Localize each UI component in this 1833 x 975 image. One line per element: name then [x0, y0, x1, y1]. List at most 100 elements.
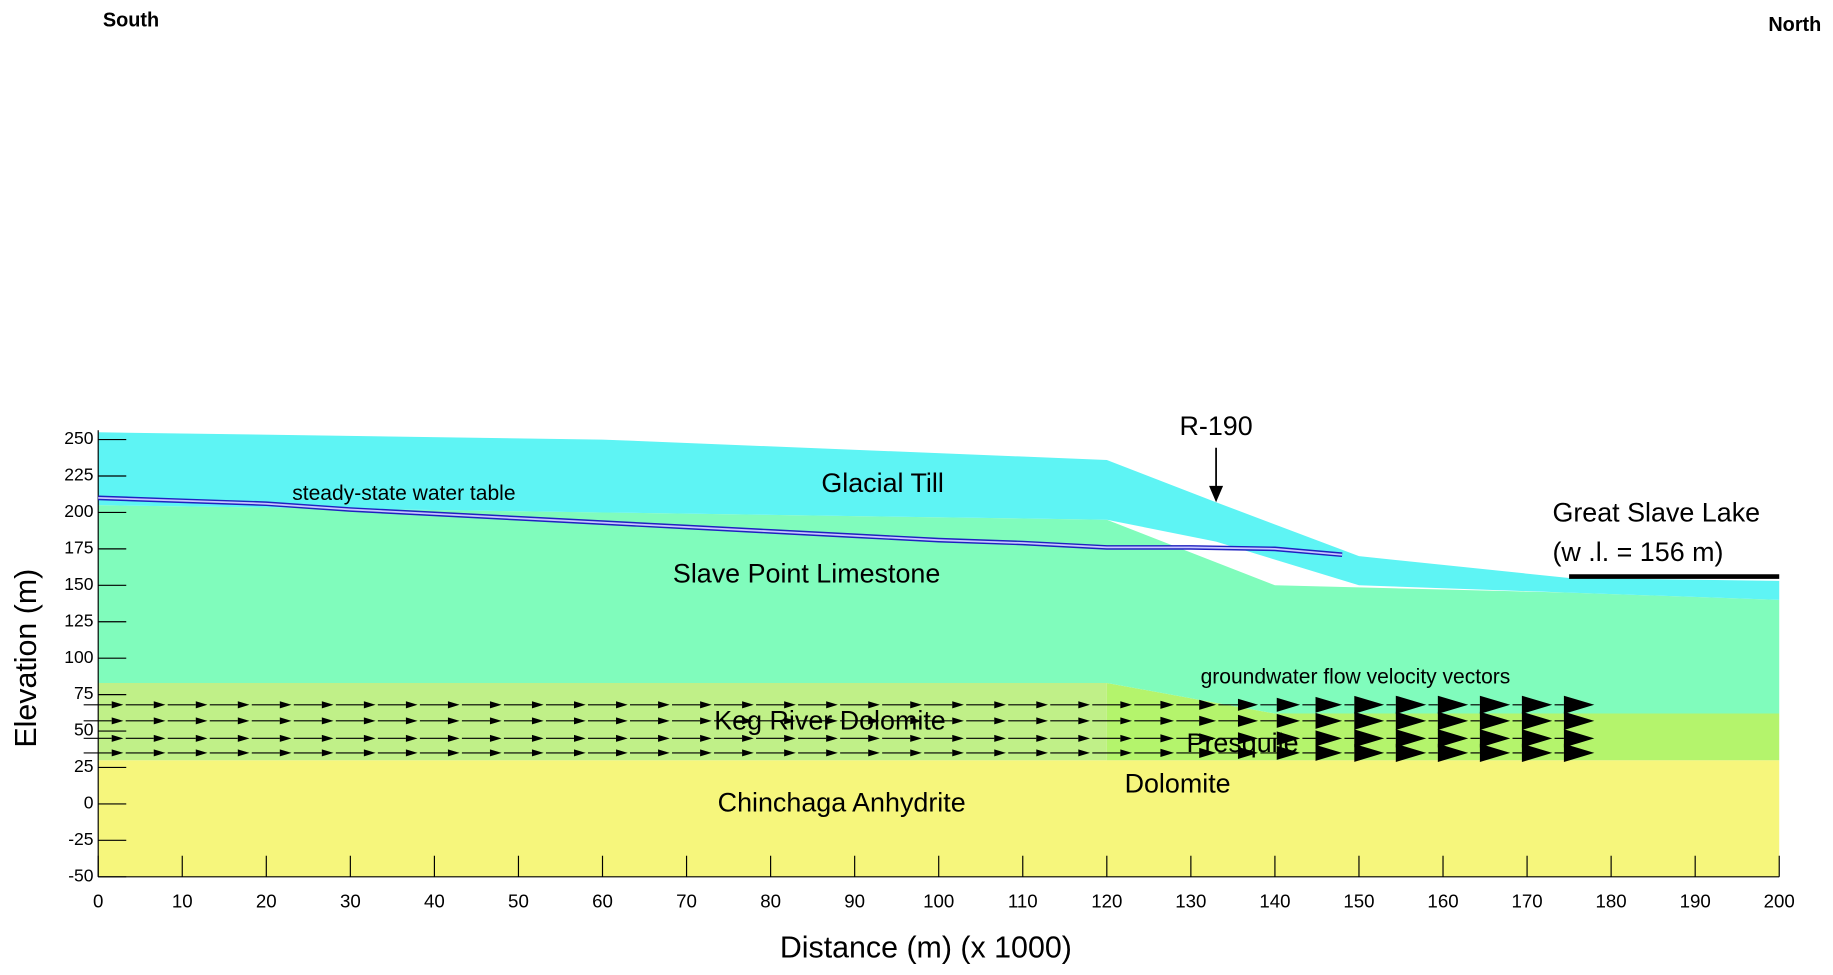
- y-tick-label: 25: [74, 756, 93, 776]
- vector: [531, 701, 544, 709]
- vector: [742, 701, 754, 709]
- vector: [952, 717, 964, 725]
- vector: [237, 734, 250, 742]
- y-tick-label: 175: [64, 537, 93, 557]
- vector: [658, 749, 670, 757]
- direction-left: South: [103, 9, 159, 31]
- layer-label: Presquile: [1187, 728, 1299, 758]
- vector: [658, 717, 670, 725]
- vector: [826, 734, 838, 742]
- vector: [784, 749, 796, 757]
- vector: [195, 749, 208, 757]
- y-tick-label: 0: [84, 793, 94, 813]
- x-tick-label: 60: [592, 890, 613, 911]
- vector: [1199, 747, 1217, 758]
- vector: [111, 734, 124, 742]
- x-tick-label: 180: [1596, 890, 1627, 911]
- vector: [531, 717, 544, 725]
- vector: [1160, 716, 1175, 725]
- y-tick-label: 100: [64, 647, 93, 667]
- vector: [531, 734, 544, 742]
- vector: [489, 717, 502, 725]
- vector: [279, 734, 292, 742]
- vector: [1315, 696, 1343, 713]
- layer: [98, 760, 1780, 877]
- vector: [1120, 734, 1133, 742]
- layer-label: Keg River Dolomite: [714, 706, 946, 736]
- vector: [363, 734, 376, 742]
- vector: [1078, 749, 1091, 757]
- vector: [1315, 730, 1343, 747]
- vector: [700, 734, 712, 742]
- vector: [321, 749, 334, 757]
- vector: [616, 734, 628, 742]
- vector: [489, 701, 502, 709]
- vector: [700, 749, 712, 757]
- x-tick-label: 120: [1091, 890, 1122, 911]
- y-tick-label: 250: [64, 428, 93, 448]
- vector: [1276, 731, 1301, 746]
- vector: [574, 749, 586, 757]
- vector: [784, 701, 796, 709]
- vector: [1120, 749, 1133, 757]
- vector: [1237, 732, 1259, 745]
- x-tick-label: 200: [1764, 890, 1795, 911]
- vector: [195, 717, 208, 725]
- layer: [98, 682, 1107, 761]
- vector: [1276, 697, 1301, 712]
- vector: [1479, 729, 1511, 748]
- vector: [279, 749, 292, 757]
- y-tick-label: 50: [74, 720, 94, 740]
- layer-label: Slave Point Limestone: [673, 558, 940, 588]
- vector: [952, 734, 964, 742]
- vector: [321, 701, 334, 709]
- vector: [531, 749, 544, 757]
- vector: [784, 717, 796, 725]
- vector: [1395, 695, 1427, 714]
- vector: [111, 701, 124, 709]
- vector: [616, 749, 628, 757]
- vector: [952, 749, 964, 757]
- vector: [1315, 712, 1343, 729]
- layer: [98, 432, 1780, 600]
- vector: [1521, 729, 1553, 748]
- vector: [153, 734, 166, 742]
- vector: [1563, 743, 1595, 763]
- y-tick-label: 150: [64, 574, 93, 594]
- vector: [574, 717, 586, 725]
- x-tick-label: 130: [1175, 890, 1206, 911]
- layer-label: Dolomite: [1125, 769, 1231, 799]
- vector: [153, 749, 166, 757]
- water-table-inner: [98, 496, 1343, 556]
- vector: [1479, 695, 1511, 714]
- vector: [994, 749, 1006, 757]
- vector: [153, 717, 166, 725]
- y-axis-label: Elevation (m): [9, 569, 43, 748]
- vector: [405, 734, 418, 742]
- vector: [658, 734, 670, 742]
- vector: [1078, 734, 1091, 742]
- vector: [405, 701, 418, 709]
- vector: [742, 749, 754, 757]
- x-tick-label: 30: [340, 890, 361, 911]
- vector: [321, 734, 334, 742]
- vector: [1036, 749, 1048, 757]
- vector: [1395, 711, 1427, 730]
- vector: [1563, 729, 1595, 748]
- layer-label: Chinchaga Anhydrite: [718, 787, 966, 817]
- vector: [237, 749, 250, 757]
- vector: [826, 717, 838, 725]
- vector: [489, 734, 502, 742]
- vector: [363, 749, 376, 757]
- vector: [1437, 743, 1469, 763]
- vector: [1237, 698, 1259, 711]
- vector: [616, 701, 628, 709]
- vector: [195, 701, 208, 709]
- x-tick-label: 20: [256, 890, 277, 911]
- lake-label: Great Slave Lake: [1552, 497, 1760, 527]
- vector: [826, 701, 838, 709]
- vector: [826, 749, 838, 757]
- x-axis-label: Distance (m) (x 1000): [780, 930, 1072, 964]
- x-tick-label: 80: [760, 890, 781, 911]
